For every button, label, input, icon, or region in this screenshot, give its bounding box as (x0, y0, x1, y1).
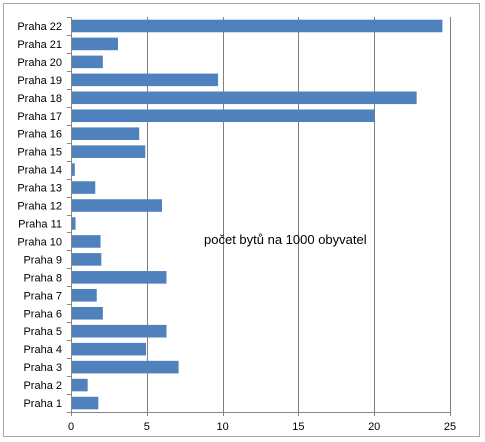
bar-praha-7 (71, 289, 97, 302)
bar-praha-14 (71, 163, 75, 176)
bar-praha-12 (71, 199, 162, 212)
y-tick-label: Praha 21 (17, 39, 62, 51)
bar-praha-6 (71, 306, 103, 320)
bar-praha-18 (71, 91, 417, 105)
y-tick-label: Praha 7 (23, 290, 62, 302)
y-tick-label: Praha 17 (17, 111, 62, 123)
y-tick-label: Praha 22 (17, 21, 62, 33)
x-tick-label: 10 (216, 421, 228, 433)
y-tick-label: Praha 4 (23, 344, 62, 356)
y-tick-label: Praha 8 (23, 272, 62, 284)
y-tick-label: Praha 6 (23, 308, 62, 320)
y-tick-label: Praha 12 (17, 201, 62, 213)
bar-praha-13 (71, 181, 96, 194)
x-tick-label: 5 (144, 421, 150, 433)
chart-annotation: počet bytů na 1000 obyvatel (204, 232, 367, 247)
bar-praha-5 (71, 324, 167, 338)
bar-praha-10 (71, 235, 101, 248)
bar-praha-3 (71, 360, 179, 374)
bar-praha-16 (71, 127, 140, 140)
bar-praha-11 (71, 217, 76, 230)
bar-praha-21 (71, 37, 118, 51)
y-tick-label: Praha 16 (17, 129, 62, 141)
bar-praha-20 (71, 55, 103, 69)
bar-praha-17 (71, 109, 375, 123)
y-tick-label: Praha 10 (17, 236, 62, 248)
y-tick-label: Praha 11 (18, 218, 62, 230)
y-tick-label: Praha 9 (23, 254, 62, 266)
x-tick-label: 0 (68, 421, 74, 433)
y-tick-label: Praha 20 (17, 57, 62, 69)
y-tick-label: Praha 3 (23, 362, 62, 374)
y-tick-label: Praha 15 (17, 147, 62, 159)
bar-praha-19 (71, 73, 219, 87)
y-tick-label: Praha 19 (17, 75, 62, 87)
y-tick-label: Praha 2 (23, 380, 62, 392)
x-tick-label: 15 (292, 421, 304, 433)
bar-praha-2 (71, 378, 88, 392)
x-tick-label: 20 (368, 421, 380, 433)
y-tick-label: Praha 13 (17, 183, 62, 195)
y-tick-label: Praha 5 (23, 326, 62, 338)
bars (71, 19, 443, 410)
bar-praha-1 (71, 396, 99, 410)
y-tick-label: Praha 1 (23, 398, 62, 410)
x-tick-label: 25 (444, 421, 456, 433)
axes (67, 17, 451, 416)
y-tick-label: Praha 18 (17, 93, 62, 105)
bar-praha-8 (71, 271, 167, 284)
bar-praha-15 (71, 145, 146, 158)
bar-praha-22 (71, 19, 443, 33)
bar-praha-4 (71, 342, 147, 356)
y-tick-label: Praha 14 (17, 165, 62, 177)
bar-praha-9 (71, 253, 102, 266)
